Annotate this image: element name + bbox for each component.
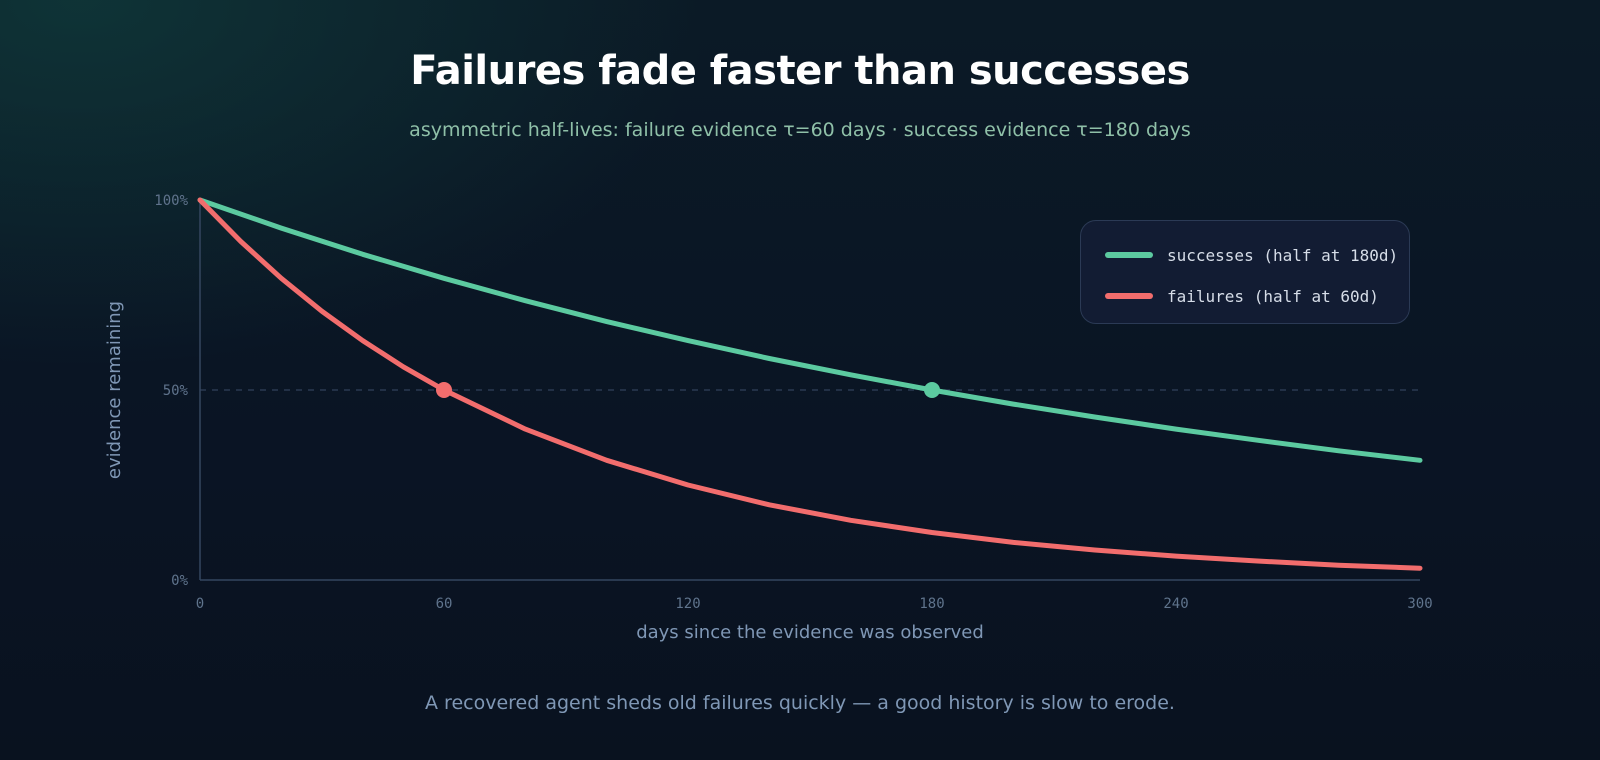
x-tick-label: 0 (196, 596, 204, 612)
legend-item-failures: failures (half at 60d) (1105, 284, 1379, 308)
series-line-failures (197, 197, 1423, 571)
y-tick-label: 50% (163, 383, 189, 399)
chart-legend: successes (half at 180d) failures (half … (1080, 220, 1410, 324)
chart-caption: A recovered agent sheds old failures qui… (425, 692, 1175, 714)
y-tick-label: 100% (154, 193, 188, 209)
x-tick-label: 300 (1407, 596, 1432, 612)
x-tick-label: 240 (1163, 596, 1188, 612)
x-tick-label: 180 (919, 596, 944, 612)
chart-series (197, 197, 1423, 571)
series-line-successes (197, 197, 1423, 463)
chart-axes: 0% 50% 100% 0 60 120 180 240 300 days since the e… (104, 193, 1433, 643)
legend-swatch-failures (1105, 293, 1153, 299)
legend-label-failures: failures (half at 60d) (1167, 286, 1379, 306)
half-life-marker-failures (436, 382, 452, 398)
half-life-marker-successes (924, 382, 940, 398)
y-tick-label: 0% (171, 573, 188, 589)
legend-swatch-successes (1105, 252, 1153, 258)
chart-title: Failures fade faster than successes (410, 48, 1190, 94)
chart-subtitle: asymmetric half-lives: failure evidence … (409, 119, 1191, 141)
legend-item-successes: successes (half at 180d) (1105, 243, 1398, 267)
x-tick-label: 60 (436, 596, 453, 612)
y-axis-label: evidence remaining (104, 301, 125, 479)
x-axis-label: days since the evidence was observed (636, 622, 984, 643)
x-tick-label: 120 (675, 596, 700, 612)
legend-label-successes: successes (half at 180d) (1167, 245, 1399, 265)
